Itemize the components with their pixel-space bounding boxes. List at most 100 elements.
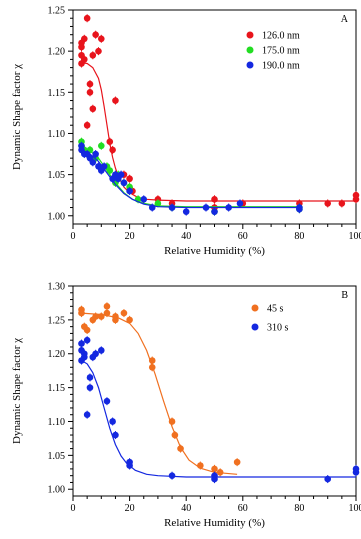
data-point	[148, 204, 156, 211]
y-tick-label: 1.10	[48, 417, 66, 428]
data-point	[352, 465, 360, 473]
data-point	[171, 431, 179, 439]
data-point	[89, 51, 97, 59]
data-point	[86, 89, 94, 96]
data-point	[86, 80, 94, 88]
y-tick-label: 1.00	[48, 211, 66, 222]
data-point	[92, 31, 99, 38]
data-point	[98, 313, 105, 320]
legend-label: 175.0 nm	[262, 46, 300, 57]
y-tick-label: 1.30	[48, 282, 66, 293]
x-axis-label: Relative Humidity (%)	[164, 517, 265, 529]
legend-marker	[251, 304, 259, 312]
data-point	[86, 374, 94, 381]
x-tick-label: 60	[238, 231, 248, 242]
data-point	[98, 142, 105, 150]
data-point	[89, 158, 97, 166]
panel-label: B	[341, 290, 348, 301]
data-point	[103, 397, 111, 405]
data-point	[83, 336, 91, 344]
data-point	[83, 121, 91, 129]
data-point	[168, 204, 176, 211]
data-point	[109, 418, 116, 425]
data-point	[103, 309, 111, 317]
series-1	[78, 14, 360, 212]
data-point	[225, 204, 232, 211]
data-point	[126, 187, 133, 195]
fit-line	[81, 312, 238, 475]
data-point	[236, 200, 244, 207]
x-tick-label: 80	[294, 231, 304, 242]
data-point	[296, 205, 303, 213]
data-point	[112, 313, 119, 320]
data-point	[120, 309, 128, 317]
data-point	[81, 35, 88, 43]
data-point	[177, 445, 184, 452]
data-point	[81, 56, 88, 63]
chart-panel-A: 0 20 40 60 80 100 1.00 1.05 1.10 1.15 1.20 1.25 Rela…	[11, 6, 361, 258]
data-point	[92, 313, 99, 320]
data-point	[140, 196, 148, 203]
data-point	[182, 208, 190, 215]
x-tick-label: 20	[125, 503, 135, 514]
data-point	[126, 316, 133, 324]
data-point	[154, 200, 162, 207]
data-point	[211, 475, 218, 483]
data-point	[78, 309, 85, 317]
data-point	[83, 411, 91, 419]
series-1	[78, 302, 241, 477]
data-point	[338, 200, 346, 207]
y-tick-label: 1.15	[48, 383, 66, 394]
data-point	[89, 105, 97, 113]
x-tick-label: 100	[349, 231, 361, 242]
data-point	[92, 150, 99, 158]
y-tick-label: 1.10	[48, 129, 66, 140]
data-point	[168, 418, 176, 425]
data-point	[98, 35, 105, 43]
data-point	[112, 431, 119, 439]
data-point	[98, 347, 105, 354]
data-point	[83, 326, 91, 334]
data-point	[168, 472, 176, 479]
chart-panel-B: 0 20 40 60 80 100 1.00 1.05 1.10 1.15 1.20 1.25 1.30…	[11, 282, 361, 530]
data-point	[86, 384, 94, 391]
legend-marker	[246, 31, 254, 39]
y-axis-label: Dynamic Shape factor χ	[11, 64, 23, 170]
data-point	[211, 465, 218, 473]
x-tick-label: 40	[181, 231, 191, 242]
data-point	[324, 475, 332, 483]
y-tick-label: 1.15	[48, 88, 66, 99]
y-tick-label: 1.05	[48, 170, 66, 181]
data-point	[109, 146, 116, 154]
data-point	[120, 179, 128, 187]
data-point	[148, 357, 156, 364]
legend-marker	[246, 46, 254, 54]
data-point	[95, 47, 102, 55]
y-tick-label: 1.20	[48, 47, 66, 58]
data-point	[112, 97, 119, 104]
data-point	[106, 138, 114, 145]
x-tick-label: 100	[349, 503, 361, 514]
plot-frame	[72, 9, 357, 225]
x-tick-label: 0	[71, 503, 76, 514]
legend-label: 45 s	[267, 304, 284, 315]
data-point	[233, 458, 241, 466]
data-point	[211, 196, 218, 203]
y-tick-label: 1.05	[48, 451, 66, 462]
data-point	[78, 43, 85, 51]
data-point	[83, 14, 91, 22]
data-point	[352, 196, 360, 203]
data-point	[106, 167, 114, 174]
data-point	[100, 163, 108, 170]
data-point	[92, 350, 99, 358]
data-point	[81, 353, 88, 361]
data-point	[126, 175, 133, 183]
data-point	[324, 200, 332, 207]
y-tick-label: 1.25	[48, 6, 66, 17]
data-point	[148, 363, 156, 371]
y-axis-label: Dynamic Shape factor χ	[11, 338, 23, 444]
x-tick-label: 40	[181, 503, 191, 514]
data-point	[216, 468, 224, 476]
panel-label: A	[341, 14, 349, 25]
legend-marker	[251, 323, 259, 331]
